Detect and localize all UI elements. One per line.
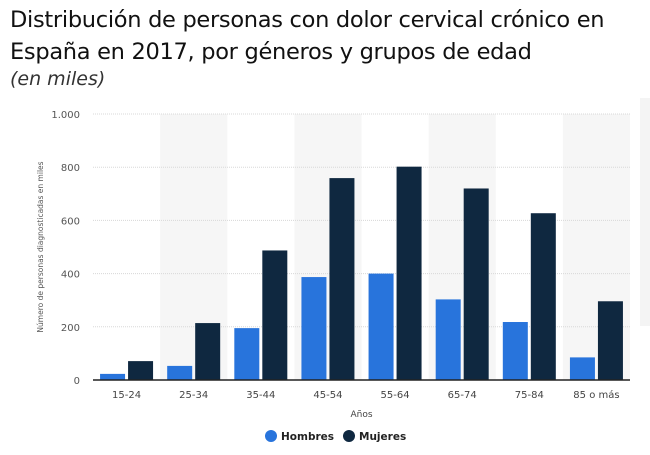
y-tick-label: 600	[61, 216, 80, 227]
bar-mujeres	[329, 178, 355, 380]
x-tick-label: 85 o más	[573, 389, 619, 401]
bar-mujeres	[597, 301, 623, 380]
legend-marker-mujeres	[343, 430, 355, 442]
x-tick-label: 55-64	[381, 390, 410, 401]
y-axis-title: Número de personas diagnosticadas en mil…	[36, 161, 45, 332]
bar-hombres	[569, 357, 595, 380]
bar-hombres	[301, 277, 327, 380]
bar-mujeres	[128, 361, 154, 380]
bar-mujeres	[463, 188, 489, 380]
legend-marker-hombres	[265, 430, 277, 442]
y-tick-label: 400	[61, 270, 80, 281]
x-tick-label: 45-54	[313, 390, 342, 401]
chart-subtitle: (en miles)	[10, 68, 106, 90]
x-tick-label: 15-24	[112, 390, 141, 401]
x-tick-label: 25-34	[179, 390, 208, 401]
bar-hombres	[100, 373, 126, 380]
y-tick-label: 1.000	[51, 110, 80, 121]
bar-mujeres	[530, 213, 556, 380]
x-axis-title: Años	[350, 410, 372, 420]
bar-hombres	[234, 328, 260, 380]
bar-mujeres	[195, 323, 221, 380]
bar-hombres	[368, 273, 394, 380]
bar-hombres	[167, 365, 193, 380]
bar-hombres	[435, 299, 461, 380]
x-tick-label: 75-84	[515, 390, 544, 401]
bar-hombres	[502, 322, 528, 380]
bar-mujeres	[396, 166, 422, 380]
bar-mujeres	[262, 250, 288, 380]
legend-label-mujeres: Mujeres	[359, 431, 406, 443]
y-tick-label: 200	[61, 323, 80, 334]
y-tick-label: 0	[74, 376, 80, 387]
x-tick-label: 35-44	[246, 390, 275, 401]
side-panel	[640, 98, 650, 326]
legend-label-hombres: Hombres	[281, 431, 334, 443]
chart-title: Distribución de personas con dolor cervi…	[10, 7, 605, 65]
y-tick-label: 800	[61, 163, 80, 174]
x-tick-label: 65-74	[448, 390, 477, 401]
